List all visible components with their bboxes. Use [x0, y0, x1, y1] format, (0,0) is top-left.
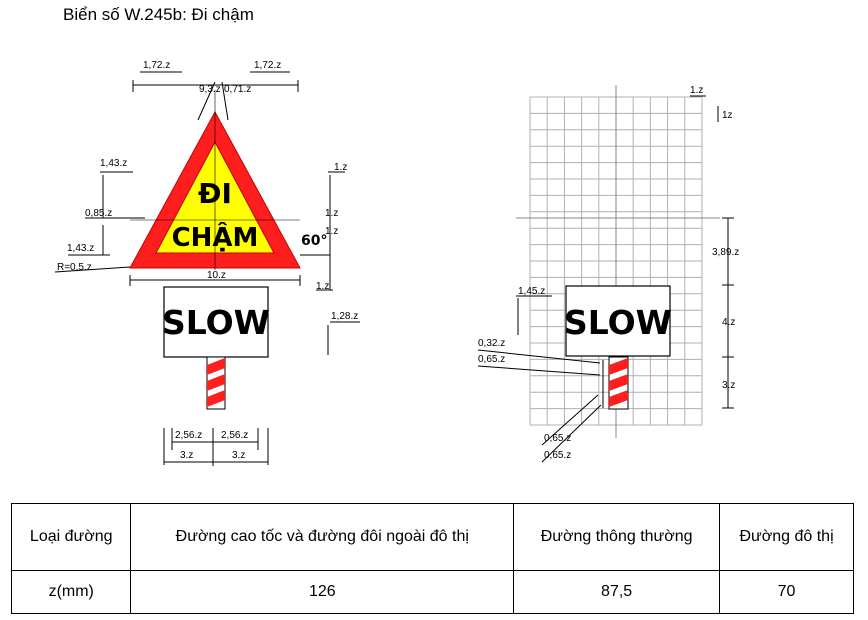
dim-stripe2: 0,65.z: [478, 354, 505, 365]
dim-top-right: 1,72.z: [254, 60, 281, 71]
dim-left-2: 0,85.z: [85, 208, 112, 219]
table-header-cell: Đường cao tốc và đường đôi ngoài đô thị: [130, 503, 515, 571]
left-post: [206, 356, 226, 410]
dim-top-mid-b: 0,71.z: [224, 84, 251, 95]
base-dimension: [129, 275, 301, 286]
triangle-text-line2: CHẬM: [172, 221, 259, 253]
dim-h2: 4.z: [722, 317, 735, 328]
table-header-cell: Loại đường: [10, 503, 132, 571]
dim-left-3: 1,43.z: [67, 243, 94, 254]
left-sign-view: 1,72.z 1,72.z 9,3.z 0,71.z ĐI CHẬM 60° 1…: [54, 60, 360, 466]
z-value-table: Loại đường Đường cao tốc và đường đôi ng…: [10, 503, 854, 614]
table-row: z(mm) 126 87,5 70: [10, 570, 854, 614]
dim-stripe3: 0,65.z: [544, 433, 571, 444]
grid-slow-plate-text: SLOW: [564, 303, 672, 342]
dim-plate-gap: 1,28.z: [331, 311, 358, 322]
table-header-row: Loại đường Đường cao tốc và đường đôi ng…: [10, 503, 854, 571]
dim-post-r1: 2,56.z: [221, 430, 248, 441]
grid-slow-plate: [565, 285, 671, 357]
dim-stripe4: 0,65.z: [544, 450, 571, 461]
dim-right-1: 1.z: [334, 162, 347, 173]
table-cell: 70: [719, 570, 854, 614]
angle-label: 60°: [301, 233, 327, 249]
dim-stripe1: 0,32.z: [478, 338, 505, 349]
left-dimension-lines: [54, 171, 145, 273]
dim-post-l2: 3.z: [180, 450, 193, 461]
table-header-cell: Đường thông thường: [513, 503, 721, 571]
top-dimension-lines: [132, 71, 299, 121]
page-title: Biển số W.245b: Đi chậm: [63, 5, 254, 24]
table-cell: 126: [130, 570, 515, 614]
dim-right-4: 1.z: [316, 281, 329, 292]
table-cell: 87,5: [513, 570, 721, 614]
technical-drawing: 1,72.z 1,72.z 9,3.z 0,71.z ĐI CHẬM 60° 1…: [54, 60, 739, 466]
grid-post: [602, 356, 629, 410]
right-grid-view: 1.z 1z 3,89.z 4.z 3.z 1,45.z 0,32.z 0,65…: [477, 85, 739, 463]
dim-left-1: 1,43.z: [100, 158, 127, 169]
dim-post-r2: 3.z: [232, 450, 245, 461]
triangle-text-line1: ĐI: [198, 177, 232, 210]
dim-base-width: 10.z: [207, 270, 226, 281]
grid-dimension-lines: [477, 95, 734, 463]
dim-radius: R=0,5.z: [57, 262, 92, 273]
dim-grid-cell-v: 1z: [722, 110, 733, 121]
slow-plate: [163, 286, 269, 358]
dim-top-mid-a: 9,3.z: [199, 84, 221, 95]
post-dimension-lines: [163, 428, 269, 466]
slow-plate-text: SLOW: [162, 303, 270, 342]
table-header-cell: Đường đô thị: [719, 503, 854, 571]
dim-plate-left: 1,45.z: [518, 286, 545, 297]
dim-right-2: 1.z: [325, 208, 338, 219]
dim-right-3: 1.z: [325, 226, 338, 237]
right-dimension-lines: [300, 171, 345, 291]
table-row-label: z(mm): [10, 570, 132, 614]
dim-top-left: 1,72.z: [143, 60, 170, 71]
dim-h1: 3,89.z: [712, 247, 739, 258]
dim-post-l1: 2,56.z: [175, 430, 202, 441]
dim-h3: 3.z: [722, 380, 735, 391]
plate-gap-dimension: [327, 321, 360, 355]
dim-grid-cell: 1.z: [690, 85, 703, 96]
